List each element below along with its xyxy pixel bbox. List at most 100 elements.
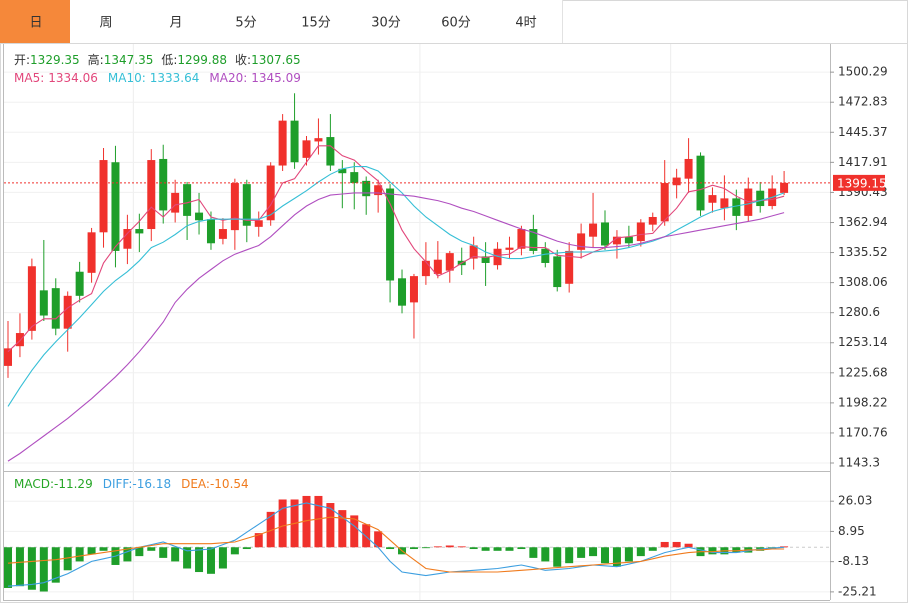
macd-bar xyxy=(469,547,478,550)
macd-bar xyxy=(577,547,586,558)
ma-line xyxy=(7,192,785,462)
macd-bar xyxy=(39,547,48,592)
tab-label[interactable]: 月 xyxy=(169,16,182,31)
candle-body xyxy=(159,158,168,211)
candle-body xyxy=(648,216,657,225)
tab-label[interactable]: 5分 xyxy=(235,16,256,31)
candle-body xyxy=(541,248,550,263)
candle-body xyxy=(612,236,621,245)
candle-body xyxy=(230,183,239,231)
tab-label[interactable]: 60分 xyxy=(441,16,471,31)
macd-bar xyxy=(15,547,24,587)
y-tick-label: 8.95 xyxy=(838,524,865,538)
macd-bar xyxy=(171,547,180,562)
candle-body xyxy=(386,188,395,281)
tab[interactable]: 5分 xyxy=(210,0,283,43)
y-tick-label: 1362.94 xyxy=(838,215,888,229)
candle-body xyxy=(481,256,490,263)
macd-bar xyxy=(374,531,383,548)
tab[interactable]: 日 xyxy=(0,0,73,43)
macd-bar xyxy=(481,547,490,551)
candle-body xyxy=(266,165,275,221)
ohlc-value: 1329.35 xyxy=(30,53,80,67)
macd-bar xyxy=(362,524,371,548)
tab[interactable]: 4时 xyxy=(490,0,563,43)
y-tick-label: -8.13 xyxy=(838,554,869,568)
candle-body xyxy=(242,184,251,226)
macd-bar xyxy=(314,495,323,548)
candle-body xyxy=(51,288,60,329)
legend-name: DIFF: xyxy=(103,477,133,491)
candle-body xyxy=(314,138,323,142)
macd-bar xyxy=(338,510,347,548)
candle-body xyxy=(577,233,586,250)
candle-body xyxy=(147,160,156,230)
macd-bar xyxy=(195,547,204,573)
macd-bar xyxy=(4,547,12,588)
candle-body xyxy=(780,182,789,193)
macd-bar xyxy=(529,547,538,558)
macd-bar xyxy=(541,547,550,562)
y-tick-label: 1417.91 xyxy=(838,155,888,169)
macd-bar xyxy=(386,547,395,550)
candle-body xyxy=(15,333,24,347)
macd-bar xyxy=(302,495,311,548)
candle-body xyxy=(601,222,609,246)
candle-body xyxy=(218,229,227,239)
legend-value: 1345.09 xyxy=(251,71,301,85)
macd-bar xyxy=(636,547,645,557)
candle-body xyxy=(290,120,299,163)
legend-value: -11.29 xyxy=(54,477,93,491)
ohlc-value: 1307.65 xyxy=(251,53,301,67)
candle-body xyxy=(171,192,180,213)
tab-label[interactable]: 4时 xyxy=(515,16,536,31)
macd-bar xyxy=(732,547,741,553)
macd-bar xyxy=(660,541,669,548)
macd-bar xyxy=(708,547,717,555)
ma-line xyxy=(7,166,785,407)
tab[interactable]: 30分 xyxy=(350,0,423,43)
macd-bar xyxy=(123,547,132,562)
candle-body xyxy=(565,250,574,284)
macd-bar xyxy=(684,543,693,548)
candle-body xyxy=(672,177,681,186)
last-price-label: 1399.15 xyxy=(837,176,887,190)
macd-bar xyxy=(218,547,227,569)
macd-bar xyxy=(242,547,251,550)
tab[interactable]: 周 xyxy=(70,0,143,43)
tab-label[interactable]: 15分 xyxy=(301,16,331,31)
macd-bar xyxy=(517,547,526,550)
macd-bar xyxy=(565,547,574,564)
candle-body xyxy=(374,185,383,196)
y-tick-label: 1308.06 xyxy=(838,275,888,289)
macd-line xyxy=(7,516,785,573)
macd-bar xyxy=(648,547,657,551)
tab[interactable]: 月 xyxy=(140,0,213,43)
y-tick-label: 1198.22 xyxy=(838,395,888,409)
macd-bar xyxy=(612,547,621,567)
candle-body xyxy=(362,180,371,197)
candle-body xyxy=(39,290,48,316)
y-tick-label: 1225.68 xyxy=(838,365,888,379)
candle-body xyxy=(684,158,693,179)
tab-label[interactable]: 日 xyxy=(29,16,42,31)
macd-bar xyxy=(457,546,466,548)
candle-body xyxy=(206,219,215,244)
macd-bar xyxy=(230,547,239,555)
candle-body xyxy=(433,259,442,274)
tab[interactable]: 60分 xyxy=(420,0,493,43)
tab-label[interactable]: 30分 xyxy=(371,16,401,31)
candle-body xyxy=(350,172,359,184)
ohlc-label: 开: xyxy=(14,53,30,67)
candle-body xyxy=(720,198,729,209)
candle-body xyxy=(553,256,562,288)
tab-bg xyxy=(280,0,352,43)
legend-name: MA20: xyxy=(209,71,247,85)
tab[interactable]: 15分 xyxy=(280,0,353,43)
ohlc-value: 1299.88 xyxy=(177,53,227,67)
macd-bar xyxy=(505,547,514,551)
macd-bar xyxy=(433,546,442,548)
candle-body xyxy=(660,183,669,222)
tab-label[interactable]: 周 xyxy=(99,16,112,31)
candle-body xyxy=(708,195,717,203)
